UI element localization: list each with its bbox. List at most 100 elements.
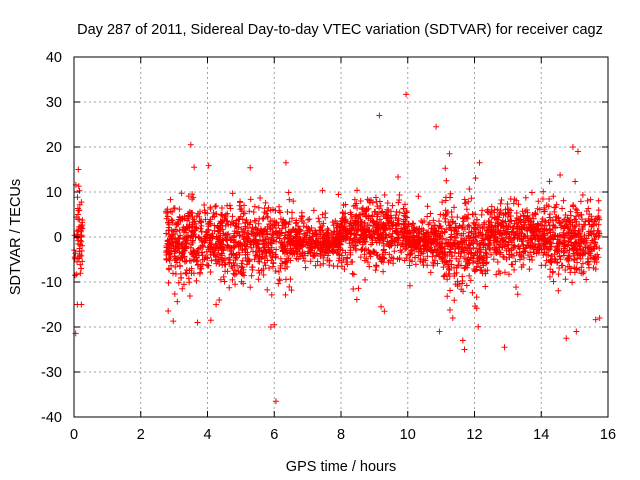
data-point (180, 281, 187, 288)
data-point (530, 249, 537, 256)
data-point (302, 264, 309, 271)
data-point (252, 252, 259, 259)
data-point (471, 267, 478, 274)
data-point (468, 195, 475, 202)
data-point (227, 237, 234, 244)
data-point (574, 148, 581, 155)
data-point (227, 247, 234, 254)
data-point (349, 215, 356, 222)
data-point (353, 219, 360, 226)
data-point (365, 205, 372, 212)
data-point (214, 242, 221, 249)
data-point (504, 226, 511, 233)
data-point (466, 272, 473, 279)
x-tick-label: 14 (533, 427, 549, 443)
data-point (279, 248, 286, 255)
data-point (543, 251, 550, 258)
data-point (342, 237, 349, 244)
data-point (539, 222, 546, 229)
data-point (170, 318, 177, 325)
data-point (460, 218, 467, 225)
data-point (565, 252, 572, 259)
data-point (166, 266, 173, 273)
data-point (448, 224, 455, 231)
data-point (168, 239, 175, 246)
data-point (585, 217, 592, 224)
data-point (513, 209, 520, 216)
data-point (577, 255, 584, 262)
data-point (263, 231, 270, 238)
data-point (229, 213, 236, 220)
data-point (479, 260, 486, 267)
data-point (168, 262, 175, 269)
data-point (277, 229, 284, 236)
data-point (210, 252, 217, 259)
data-point (409, 220, 416, 227)
data-point (350, 271, 357, 278)
data-point (302, 232, 309, 239)
data-point (387, 257, 394, 264)
data-point (494, 206, 501, 213)
data-point (241, 233, 248, 240)
data-point (231, 262, 238, 269)
data-point (515, 243, 522, 250)
data-point (347, 235, 354, 242)
data-point (77, 261, 84, 268)
data-point (242, 255, 249, 262)
data-point (417, 256, 424, 263)
data-point (486, 233, 493, 240)
data-point (567, 221, 574, 228)
data-point (279, 225, 286, 232)
data-point (553, 201, 560, 208)
data-point (212, 241, 219, 248)
data-point (78, 199, 85, 206)
data-point (385, 259, 392, 266)
data-point (201, 207, 208, 214)
data-point (260, 271, 267, 278)
data-point (246, 258, 253, 265)
data-point (476, 257, 483, 264)
data-point (428, 247, 435, 254)
data-point (525, 242, 532, 249)
data-point (425, 229, 432, 236)
data-point (586, 221, 593, 228)
data-point (245, 225, 252, 232)
data-point (203, 232, 210, 239)
data-point (198, 249, 205, 256)
data-point (336, 252, 343, 259)
data-point (406, 227, 413, 234)
data-point (299, 243, 306, 250)
x-tick-label: 0 (70, 427, 78, 443)
data-point (493, 234, 500, 241)
data-point (78, 238, 85, 245)
data-point (580, 221, 587, 228)
data-point (361, 251, 368, 258)
data-point (195, 245, 202, 252)
data-point (175, 240, 182, 247)
data-point (472, 249, 479, 256)
data-point (232, 222, 239, 229)
data-point (329, 234, 336, 241)
data-point (237, 198, 244, 205)
data-point (556, 264, 563, 271)
data-point (362, 276, 369, 283)
data-point (550, 193, 557, 200)
data-point (356, 212, 363, 219)
data-point (497, 207, 504, 214)
data-point (241, 210, 248, 217)
data-point (422, 242, 429, 249)
data-point (319, 187, 326, 194)
data-point (554, 259, 561, 266)
data-point (555, 214, 562, 221)
data-point (198, 228, 205, 235)
data-point (79, 258, 86, 265)
data-point (183, 237, 190, 244)
y-axis-label: SDTVAR / TECUs (8, 179, 24, 295)
data-point (359, 246, 366, 253)
data-point (359, 227, 366, 234)
data-point (251, 203, 258, 210)
data-point (458, 262, 465, 269)
data-point (547, 233, 554, 240)
data-point (547, 217, 554, 224)
